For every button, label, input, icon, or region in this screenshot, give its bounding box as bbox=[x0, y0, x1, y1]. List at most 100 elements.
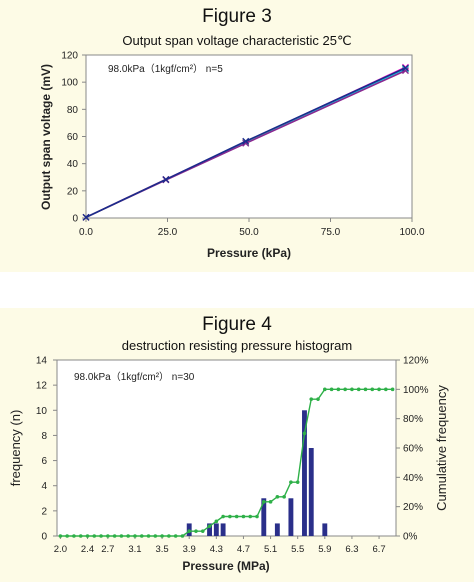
plot-area bbox=[56, 359, 397, 537]
x-tick-label: 0.0 bbox=[79, 227, 93, 238]
cumulative-point bbox=[126, 534, 130, 538]
y2-axis-label: Cumulative frequency bbox=[434, 385, 449, 511]
y2-tick-labels: 0% 20% 40% 60% 80% 100% 120% bbox=[396, 356, 429, 543]
x-tick-labels: 2.0 2.4 2.7 3.1 3.5 3.9 4.3 4.7 5.1 5.5 5.9 6.3 6.7 bbox=[54, 536, 386, 555]
y-tick-label: 0 bbox=[72, 214, 78, 225]
y2-tick-label: 100% bbox=[403, 385, 429, 396]
x-tick-label: 5.9 bbox=[318, 544, 331, 555]
cumulative-point bbox=[289, 480, 293, 484]
cumulative-point bbox=[92, 534, 97, 538]
cumulative-point bbox=[329, 387, 334, 392]
cumulative-point bbox=[139, 534, 144, 538]
cumulative-point bbox=[255, 514, 259, 519]
cumulative-point bbox=[268, 500, 273, 504]
x-tick-label: 2.4 bbox=[81, 544, 94, 555]
series-line-5 bbox=[85, 67, 406, 219]
x-tick-label: 5.5 bbox=[291, 544, 304, 555]
x-tick-label: 3.5 bbox=[155, 544, 168, 555]
y2-tick-label: 0% bbox=[403, 532, 418, 543]
cumulative-point bbox=[99, 534, 103, 538]
cumulative-point bbox=[112, 534, 117, 538]
cumulative-point bbox=[153, 534, 158, 538]
x-axis-label: Pressure (kPa) bbox=[207, 246, 291, 260]
cumulative-point bbox=[78, 534, 83, 538]
cumulative-point bbox=[221, 514, 225, 519]
cumulative-point bbox=[228, 514, 232, 519]
frequency-bar bbox=[322, 523, 328, 536]
x-tick-label: 5.1 bbox=[264, 544, 277, 555]
cumulative-point bbox=[146, 534, 151, 538]
y-tick-label: 60 bbox=[67, 132, 79, 143]
cumulative-point bbox=[282, 495, 286, 499]
figure-3-label: Figure 3 bbox=[202, 6, 272, 27]
cumulative-point bbox=[384, 387, 388, 392]
cumulative-point bbox=[187, 529, 192, 533]
x-axis-label: Pressure (MPa) bbox=[182, 559, 269, 573]
cumulative-line bbox=[58, 387, 395, 538]
y-axis-label: Output span voltage (mV) bbox=[39, 64, 53, 210]
cumulative-point bbox=[241, 514, 246, 519]
cumulative-point bbox=[106, 534, 110, 538]
figure-4-label: Figure 4 bbox=[202, 314, 272, 335]
y-tick-label: 4 bbox=[41, 481, 47, 492]
x-tick-label: 50.0 bbox=[239, 227, 259, 238]
y-tick-label: 100 bbox=[61, 78, 78, 89]
cumulative-point bbox=[167, 534, 171, 538]
x-tick-label: 3.9 bbox=[183, 544, 196, 555]
chart-annotation: 98.0kPa（1kgf/cm²） n=30 bbox=[74, 371, 195, 383]
cumulative-point bbox=[323, 387, 327, 392]
y-axis-label: frequency (n) bbox=[8, 410, 23, 487]
cumulative-point bbox=[207, 524, 212, 528]
figure-3-panel: Figure 3 Output span voltage characteris… bbox=[0, 0, 474, 272]
y-tick-label: 12 bbox=[36, 381, 48, 392]
y2-tick-label: 80% bbox=[403, 414, 423, 425]
x-tick-label: 2.0 bbox=[54, 544, 67, 555]
cumulative-point bbox=[85, 534, 90, 538]
x-tick-label: 4.7 bbox=[237, 544, 250, 555]
frequency-bar bbox=[261, 498, 267, 536]
cumulative-point bbox=[58, 534, 63, 538]
y-tick-label: 80 bbox=[67, 105, 79, 116]
x-tick-label: 2.7 bbox=[101, 544, 114, 555]
x-tick-label: 25.0 bbox=[158, 227, 178, 238]
y-tick-labels: 0 20 40 60 80 100 120 bbox=[61, 51, 86, 225]
cumulative-point bbox=[234, 514, 239, 519]
figure-4-chart-title: destruction resisting pressure histogram bbox=[121, 338, 353, 353]
frequency-bar bbox=[288, 498, 294, 536]
cumulative-point bbox=[316, 397, 320, 401]
cumulative-point bbox=[173, 534, 178, 538]
frequency-bar bbox=[302, 410, 307, 536]
chart-annotation: 98.0kPa（1kgf/cm²） n=5 bbox=[108, 63, 223, 75]
cumulative-point bbox=[200, 529, 205, 533]
series-4-point bbox=[242, 139, 250, 147]
x-tick-label: 6.3 bbox=[345, 544, 358, 555]
frequency-bar bbox=[220, 523, 226, 536]
x-tick-label: 3.1 bbox=[128, 544, 141, 555]
cumulative-point bbox=[65, 534, 69, 538]
cumulative-point bbox=[160, 534, 164, 538]
y-tick-label: 6 bbox=[41, 456, 47, 467]
x-tick-label: 75.0 bbox=[321, 227, 341, 238]
y-tick-label: 14 bbox=[36, 356, 48, 367]
y-tick-label: 40 bbox=[67, 159, 79, 170]
cumulative-point bbox=[180, 534, 185, 538]
frequency-bar bbox=[308, 448, 314, 536]
series-5-point bbox=[242, 137, 250, 145]
cumulative-point bbox=[309, 397, 314, 401]
frequency-bar bbox=[274, 523, 280, 536]
cumulative-point bbox=[390, 387, 395, 392]
figure-3-chart-title: Output span voltage characteristic 25℃ bbox=[122, 33, 352, 48]
cumulative-point bbox=[356, 387, 361, 392]
cumulative-point bbox=[343, 387, 347, 392]
x-tick-label: 4.3 bbox=[210, 544, 223, 555]
cumulative-point bbox=[377, 387, 381, 392]
cumulative-point bbox=[214, 519, 219, 524]
x-tick-labels: 0.0 25.0 50.0 75.0 100.0 bbox=[79, 218, 425, 238]
span-voltage-chart: 98.0kPa（1kgf/cm²） n=5 0 20 40 60 80 100 120 0.… bbox=[39, 51, 425, 261]
y2-tick-label: 20% bbox=[403, 502, 423, 513]
cumulative-point bbox=[275, 495, 280, 499]
figure-4-panel: Figure 4 destruction resisting pressure … bbox=[0, 308, 474, 582]
frequency-bar bbox=[213, 523, 219, 536]
cumulative-point bbox=[370, 387, 375, 392]
y-tick-label: 0 bbox=[41, 532, 47, 543]
